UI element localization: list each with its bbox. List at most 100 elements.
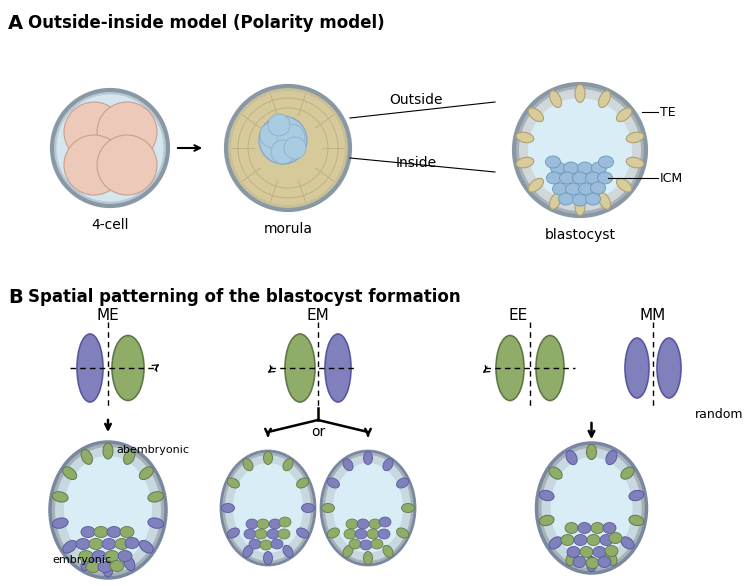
Ellipse shape xyxy=(516,132,534,143)
Ellipse shape xyxy=(371,539,383,549)
Ellipse shape xyxy=(325,334,351,402)
Ellipse shape xyxy=(50,442,166,578)
Ellipse shape xyxy=(343,459,353,471)
Circle shape xyxy=(259,116,307,164)
Text: Spatial patterning of the blastocyst formation: Spatial patterning of the blastocyst for… xyxy=(28,288,461,306)
Ellipse shape xyxy=(586,172,600,184)
Circle shape xyxy=(514,84,646,216)
Ellipse shape xyxy=(269,519,281,529)
Ellipse shape xyxy=(566,551,577,565)
Ellipse shape xyxy=(333,463,403,553)
Ellipse shape xyxy=(578,183,593,195)
Text: or: or xyxy=(311,425,325,439)
Text: MM: MM xyxy=(640,308,666,323)
Text: random: random xyxy=(695,408,743,421)
Ellipse shape xyxy=(260,540,272,550)
Text: ME: ME xyxy=(97,308,119,323)
Ellipse shape xyxy=(278,529,290,539)
Ellipse shape xyxy=(559,193,574,205)
Ellipse shape xyxy=(360,540,372,550)
Ellipse shape xyxy=(541,448,642,568)
Circle shape xyxy=(260,122,286,148)
Ellipse shape xyxy=(572,172,587,184)
Ellipse shape xyxy=(81,449,93,464)
Ellipse shape xyxy=(549,467,562,479)
Ellipse shape xyxy=(81,526,95,537)
Ellipse shape xyxy=(516,157,534,168)
Circle shape xyxy=(268,114,290,136)
Ellipse shape xyxy=(125,537,139,548)
Ellipse shape xyxy=(401,503,415,513)
Ellipse shape xyxy=(363,451,372,465)
Circle shape xyxy=(231,91,345,205)
Ellipse shape xyxy=(550,457,633,559)
Ellipse shape xyxy=(263,551,272,564)
Ellipse shape xyxy=(327,528,339,538)
Ellipse shape xyxy=(139,540,153,553)
Ellipse shape xyxy=(98,561,112,573)
Ellipse shape xyxy=(110,560,124,571)
Ellipse shape xyxy=(112,336,144,400)
Ellipse shape xyxy=(363,551,372,564)
Ellipse shape xyxy=(349,539,361,549)
Ellipse shape xyxy=(627,132,644,143)
Text: EE: EE xyxy=(508,308,528,323)
Ellipse shape xyxy=(267,529,279,539)
Ellipse shape xyxy=(115,539,129,550)
Ellipse shape xyxy=(539,515,554,526)
Ellipse shape xyxy=(590,182,605,194)
Circle shape xyxy=(97,102,157,162)
Ellipse shape xyxy=(120,526,134,537)
Ellipse shape xyxy=(657,338,681,398)
Ellipse shape xyxy=(327,478,339,488)
Circle shape xyxy=(519,89,641,211)
Circle shape xyxy=(52,90,168,206)
Ellipse shape xyxy=(578,523,591,533)
Ellipse shape xyxy=(593,547,606,557)
Ellipse shape xyxy=(124,556,135,571)
Ellipse shape xyxy=(103,443,113,459)
Ellipse shape xyxy=(573,557,586,567)
Ellipse shape xyxy=(77,334,103,402)
Ellipse shape xyxy=(64,456,152,564)
Ellipse shape xyxy=(567,547,580,557)
Ellipse shape xyxy=(378,529,390,539)
Ellipse shape xyxy=(257,519,269,529)
Ellipse shape xyxy=(302,503,314,513)
Ellipse shape xyxy=(599,193,611,209)
Ellipse shape xyxy=(599,91,611,107)
Circle shape xyxy=(64,102,124,162)
Ellipse shape xyxy=(249,539,261,549)
Text: TE: TE xyxy=(660,105,676,118)
Ellipse shape xyxy=(575,84,585,103)
Ellipse shape xyxy=(566,183,581,195)
Ellipse shape xyxy=(139,467,153,479)
Circle shape xyxy=(271,140,295,164)
Ellipse shape xyxy=(63,467,77,479)
Ellipse shape xyxy=(496,336,524,400)
Ellipse shape xyxy=(357,519,369,529)
Text: EM: EM xyxy=(307,308,329,323)
Ellipse shape xyxy=(547,172,562,184)
Ellipse shape xyxy=(263,451,272,465)
Ellipse shape xyxy=(597,172,612,184)
Ellipse shape xyxy=(550,162,566,174)
Ellipse shape xyxy=(383,459,393,471)
Ellipse shape xyxy=(621,537,634,549)
Ellipse shape xyxy=(124,449,135,464)
Text: embryonic: embryonic xyxy=(52,555,111,565)
Circle shape xyxy=(97,135,157,195)
Ellipse shape xyxy=(586,193,600,205)
Ellipse shape xyxy=(550,193,562,209)
Circle shape xyxy=(226,86,350,210)
Ellipse shape xyxy=(246,519,258,529)
Ellipse shape xyxy=(550,91,562,107)
Ellipse shape xyxy=(528,178,544,192)
Ellipse shape xyxy=(580,547,593,557)
Text: B: B xyxy=(8,288,23,307)
Text: Outside: Outside xyxy=(389,93,443,107)
Ellipse shape xyxy=(243,545,253,557)
Text: abembryonic: abembryonic xyxy=(116,445,189,455)
Ellipse shape xyxy=(563,162,578,174)
Ellipse shape xyxy=(343,545,353,557)
